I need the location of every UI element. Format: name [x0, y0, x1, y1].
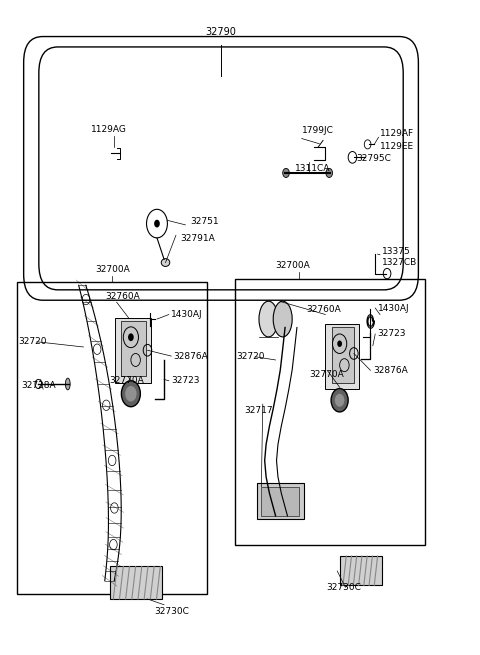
Text: 32723: 32723 — [171, 376, 200, 385]
Circle shape — [326, 168, 333, 178]
Circle shape — [335, 394, 344, 407]
Bar — [109, 567, 162, 599]
Text: 32770A: 32770A — [309, 370, 344, 379]
Ellipse shape — [65, 378, 70, 390]
Text: 32730C: 32730C — [155, 607, 190, 616]
Text: 32876A: 32876A — [373, 366, 408, 375]
Text: 32728A: 32728A — [22, 381, 56, 390]
Text: 32790: 32790 — [205, 27, 237, 37]
Text: 32791A: 32791A — [180, 234, 216, 243]
Bar — [261, 487, 300, 516]
Text: 1311CA: 1311CA — [295, 164, 330, 173]
Circle shape — [125, 386, 137, 402]
Text: 1430AJ: 1430AJ — [378, 303, 409, 312]
Text: 32760A: 32760A — [306, 305, 341, 314]
Circle shape — [337, 341, 342, 347]
Circle shape — [331, 388, 348, 412]
Text: 32717: 32717 — [244, 406, 273, 415]
Circle shape — [283, 168, 289, 178]
Text: 32876A: 32876A — [174, 352, 208, 360]
Text: 32751: 32751 — [190, 217, 219, 226]
Bar — [17, 282, 207, 594]
Circle shape — [128, 333, 134, 341]
Text: 1129EE: 1129EE — [380, 142, 414, 151]
Bar — [235, 279, 425, 545]
Ellipse shape — [273, 301, 292, 337]
Text: 32730C: 32730C — [326, 583, 361, 591]
Text: 32723: 32723 — [378, 329, 406, 339]
Circle shape — [121, 381, 140, 407]
Text: 1129AG: 1129AG — [91, 125, 126, 134]
Text: 32700A: 32700A — [96, 265, 130, 274]
Bar — [325, 324, 359, 389]
Ellipse shape — [259, 301, 278, 337]
Text: 1799JC: 1799JC — [301, 126, 334, 135]
Text: 13375: 13375 — [383, 247, 411, 256]
Bar — [121, 321, 146, 376]
Text: 1129AF: 1129AF — [380, 130, 414, 138]
Text: 32720: 32720 — [236, 352, 264, 361]
Bar — [257, 483, 304, 519]
Circle shape — [154, 219, 160, 227]
Bar — [332, 328, 354, 383]
Text: 32720: 32720 — [18, 337, 47, 346]
Ellipse shape — [161, 259, 170, 267]
Text: 32795C: 32795C — [356, 154, 391, 163]
Text: 32760A: 32760A — [105, 293, 140, 301]
Text: 32770A: 32770A — [109, 376, 144, 385]
Text: 1430AJ: 1430AJ — [171, 310, 203, 319]
Text: 32700A: 32700A — [276, 261, 311, 270]
Bar — [115, 318, 151, 383]
Text: 1327CB: 1327CB — [383, 258, 418, 267]
Bar — [340, 556, 383, 586]
